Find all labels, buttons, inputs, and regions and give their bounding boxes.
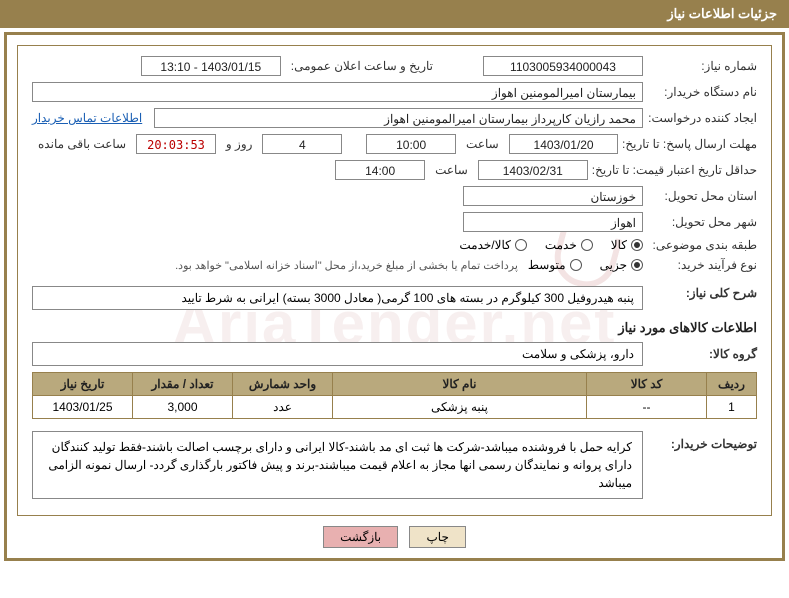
th-code: کد کالا (587, 373, 707, 396)
print-button[interactable]: چاپ (409, 526, 465, 548)
radio-icon (581, 239, 593, 251)
price-validity-label: حداقل تاریخ اعتبار قیمت: تا تاریخ: (592, 163, 757, 177)
province-value: خوزستان (463, 186, 643, 206)
reply-time-value: 10:00 (366, 134, 456, 154)
row-category: طبقه بندی موضوعی: کالا خدمت کالا/خدمت (32, 238, 757, 252)
cell-code: -- (587, 396, 707, 419)
radio-service-label: خدمت (545, 238, 577, 252)
need-no-label: شماره نیاز: (647, 59, 757, 73)
cell-name: پنبه پزشکی (333, 396, 587, 419)
radio-icon (570, 259, 582, 271)
remaining-label: ساعت باقی مانده (32, 137, 132, 151)
reply-deadline-label: مهلت ارسال پاسخ: تا تاریخ: (622, 137, 757, 151)
price-date-value: 1403/02/31 (478, 160, 588, 180)
radio-small[interactable]: جزیی (600, 258, 643, 272)
buyer-org-label: نام دستگاه خریدار: (647, 85, 757, 99)
inner-frame: شماره نیاز: 1103005934000043 تاریخ و ساع… (17, 45, 772, 516)
th-name: نام کالا (333, 373, 587, 396)
goods-table: ردیف کد کالا نام کالا واحد شمارش تعداد /… (32, 372, 757, 419)
row-overall: شرح کلی نیاز: پنبه هیدروفیل 300 کیلوگرم … (32, 286, 757, 310)
category-label: طبقه بندی موضوعی: (647, 238, 757, 252)
requester-value: محمد رازیان کارپرداز بیمارستان امیرالموم… (154, 108, 643, 128)
city-label: شهر محل تحویل: (647, 215, 757, 229)
radio-icon (631, 239, 643, 251)
city-value: اهواز (463, 212, 643, 232)
time-label-2: ساعت (429, 163, 474, 177)
radio-both[interactable]: کالا/خدمت (459, 238, 526, 252)
radio-medium[interactable]: متوسط (528, 258, 582, 272)
table-header-row: ردیف کد کالا نام کالا واحد شمارش تعداد /… (33, 373, 757, 396)
radio-goods[interactable]: کالا (611, 238, 643, 252)
row-group: گروه کالا: دارو، پزشکی و سلامت (32, 342, 757, 366)
announce-value: 1403/01/15 - 13:10 (141, 56, 281, 76)
radio-small-label: جزیی (600, 258, 627, 272)
radio-service[interactable]: خدمت (545, 238, 593, 252)
category-radio-group: کالا خدمت کالا/خدمت (459, 238, 643, 252)
table-row: 1 -- پنبه پزشکی عدد 3,000 1403/01/25 (33, 396, 757, 419)
th-date: تاریخ نیاز (33, 373, 133, 396)
radio-goods-label: کالا (611, 238, 627, 252)
radio-icon (515, 239, 527, 251)
row-process: نوع فرآیند خرید: جزیی متوسط پرداخت تمام … (32, 258, 757, 272)
province-label: استان محل تحویل: (647, 189, 757, 203)
reply-date-value: 1403/01/20 (509, 134, 619, 154)
row-province: استان محل تحویل: خوزستان (32, 186, 757, 206)
row-need-no: شماره نیاز: 1103005934000043 تاریخ و ساع… (32, 56, 757, 76)
row-requester: ایجاد کننده درخواست: محمد رازیان کارپردا… (32, 108, 757, 128)
need-no-value: 1103005934000043 (483, 56, 643, 76)
th-row: ردیف (707, 373, 757, 396)
payment-note: پرداخت تمام یا بخشی از مبلغ خرید،از محل … (175, 259, 524, 272)
back-button[interactable]: بازگشت (323, 526, 398, 548)
process-radio-group: جزیی متوسط (528, 258, 643, 272)
buyer-notes-label: توضیحات خریدار: (647, 427, 757, 451)
buyer-notes-value: کرایه حمل با فروشنده میباشد-شرکت ها ثبت … (32, 431, 643, 499)
cell-unit: عدد (233, 396, 333, 419)
cell-n: 1 (707, 396, 757, 419)
row-city: شهر محل تحویل: اهواز (32, 212, 757, 232)
requester-label: ایجاد کننده درخواست: (647, 111, 757, 125)
row-buyer-org: نام دستگاه خریدار: بیمارستان امیرالمومنی… (32, 82, 757, 102)
button-row: چاپ بازگشت (7, 526, 782, 548)
buyer-org-value: بیمارستان امیرالمومنین اهواز (32, 82, 643, 102)
cell-date: 1403/01/25 (33, 396, 133, 419)
buyer-contact-link[interactable]: اطلاعات تماس خریدار (32, 111, 150, 125)
overall-desc: پنبه هیدروفیل 300 کیلوگرم در بسته های 10… (32, 286, 643, 310)
radio-medium-label: متوسط (528, 258, 566, 272)
price-time-value: 14:00 (335, 160, 425, 180)
announce-label: تاریخ و ساعت اعلان عمومی: (285, 59, 439, 73)
days-value: 4 (262, 134, 342, 154)
goods-info-title: اطلاعات کالاهای مورد نیاز (32, 320, 757, 336)
row-price-validity: حداقل تاریخ اعتبار قیمت: تا تاریخ: 1403/… (32, 160, 757, 180)
time-label-1: ساعت (460, 137, 505, 151)
row-reply-deadline: مهلت ارسال پاسخ: تا تاریخ: 1403/01/20 سا… (32, 134, 757, 154)
cell-qty: 3,000 (133, 396, 233, 419)
group-value: دارو، پزشکی و سلامت (32, 342, 643, 366)
th-unit: واحد شمارش (233, 373, 333, 396)
overall-label: شرح کلی نیاز: (647, 286, 757, 300)
row-buyer-notes: توضیحات خریدار: کرایه حمل با فروشنده میب… (32, 427, 757, 499)
th-qty: تعداد / مقدار (133, 373, 233, 396)
outer-frame: شماره نیاز: 1103005934000043 تاریخ و ساع… (4, 32, 785, 561)
radio-icon (631, 259, 643, 271)
days-and-label: روز و (220, 137, 259, 151)
countdown-value: 20:03:53 (136, 134, 216, 154)
page-header: جزئیات اطلاعات نیاز (0, 0, 789, 28)
group-label: گروه کالا: (647, 347, 757, 361)
radio-both-label: کالا/خدمت (459, 238, 510, 252)
process-label: نوع فرآیند خرید: (647, 258, 757, 272)
